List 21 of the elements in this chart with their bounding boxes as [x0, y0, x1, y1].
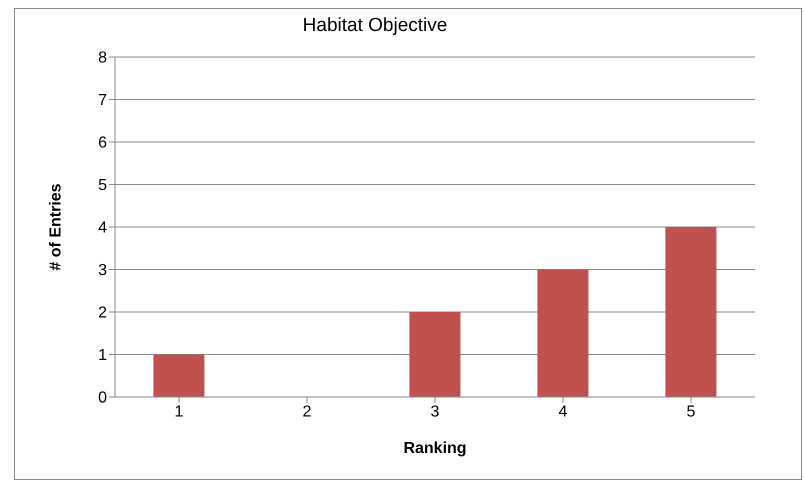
y-tick-label: 8 [98, 50, 108, 67]
bar [409, 312, 460, 397]
bar [153, 354, 204, 397]
y-tick-label: 2 [98, 304, 108, 322]
bar [665, 227, 716, 397]
x-axis-title: Ranking [403, 440, 467, 457]
y-tick-label: 5 [98, 177, 108, 194]
x-tick-label: 4 [558, 403, 568, 420]
y-tick-label: 6 [98, 134, 108, 152]
y-tick-label: 1 [98, 347, 108, 364]
y-tick-label: 0 [98, 390, 108, 407]
x-tick-label: 1 [174, 403, 184, 420]
chart-title: Habitat Objective [302, 15, 448, 37]
x-tick-label: 5 [686, 403, 696, 420]
y-tick-label: 3 [98, 262, 108, 280]
bar [537, 270, 588, 397]
y-tick-label: 7 [98, 92, 108, 110]
x-tick-label: 2 [302, 403, 312, 420]
y-tick-label: 4 [98, 220, 108, 237]
y-axis-title: # of Entries [48, 183, 65, 271]
x-tick-label: 3 [430, 403, 440, 420]
